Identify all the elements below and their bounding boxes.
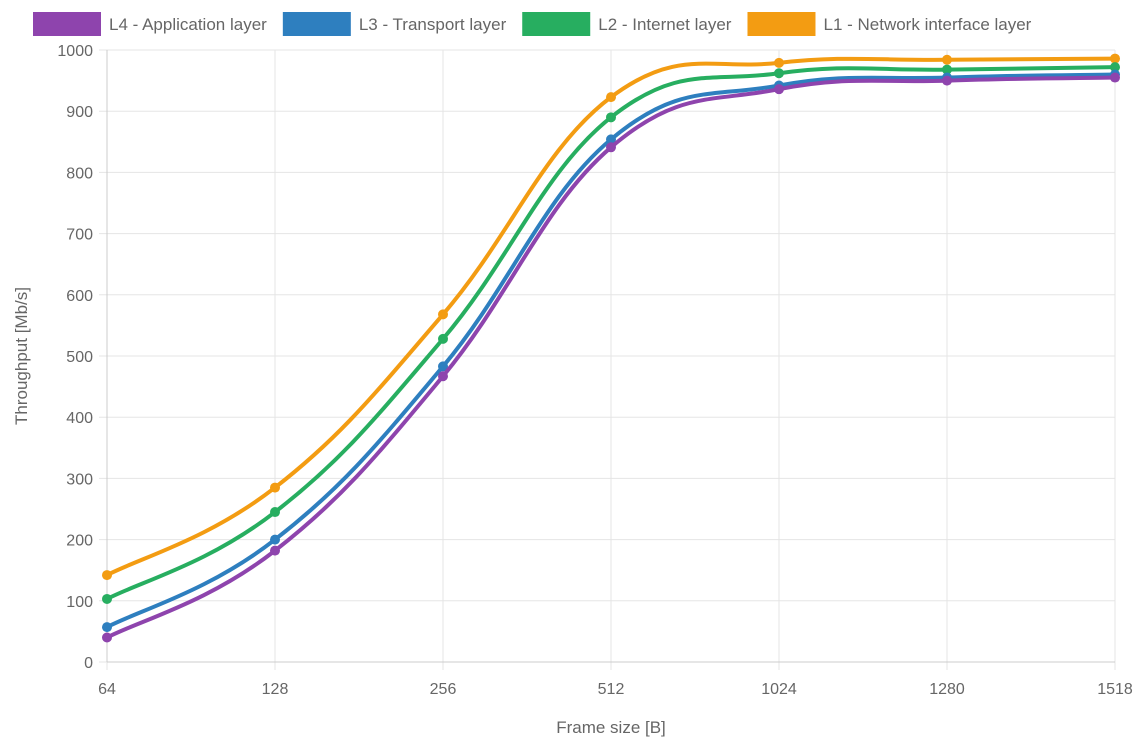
data-point[interactable] — [438, 361, 448, 372]
data-point[interactable] — [102, 632, 112, 643]
data-point[interactable] — [102, 570, 112, 581]
y-tick-label: 100 — [66, 594, 93, 611]
data-point[interactable] — [270, 534, 280, 545]
y-tick-label: 0 — [84, 655, 93, 672]
y-tick-label: 800 — [66, 165, 93, 182]
y-tick-label: 700 — [66, 227, 93, 244]
x-tick-label: 1024 — [761, 681, 797, 698]
x-tick-label: 256 — [430, 681, 457, 698]
legend-swatch — [522, 12, 591, 36]
y-tick-label: 300 — [66, 471, 93, 488]
series-4 — [102, 53, 1120, 581]
y-tick-label: 900 — [66, 104, 93, 121]
series-3 — [102, 62, 1120, 604]
legend-swatch — [33, 12, 101, 36]
data-point[interactable] — [774, 84, 784, 95]
x-tick-label: 1518 — [1097, 681, 1133, 698]
legend-label: L1 - Network interface layer — [823, 15, 1031, 34]
series-layer — [102, 53, 1120, 643]
data-point[interactable] — [102, 622, 112, 633]
x-axis-title: Frame size [B] — [556, 718, 666, 737]
legend-swatch — [282, 12, 351, 36]
legend-item[interactable]: L1 - Network interface layer — [747, 12, 1032, 36]
data-point[interactable] — [102, 593, 112, 604]
data-point[interactable] — [1110, 72, 1120, 83]
legend-item[interactable]: L2 - Internet layer — [522, 12, 732, 36]
data-point[interactable] — [606, 134, 616, 145]
data-point[interactable] — [774, 57, 784, 68]
data-point[interactable] — [942, 54, 952, 65]
legend-item[interactable]: L4 - Application layer — [33, 12, 267, 36]
data-point[interactable] — [774, 68, 784, 79]
axes: 0 100 200 300 400 500 600 700 800 900 1000 64 128 256… — [57, 43, 1132, 698]
series-1 — [102, 72, 1120, 643]
legend-label: L4 - Application layer — [109, 15, 267, 34]
y-tick-label: 1000 — [57, 43, 93, 60]
y-tick-label: 400 — [66, 410, 93, 427]
data-point[interactable] — [270, 482, 280, 493]
data-point[interactable] — [606, 142, 616, 153]
data-point[interactable] — [606, 112, 616, 123]
legend[interactable]: L4 - Application layer L3 - Transport lay… — [33, 12, 1032, 36]
y-tick-label: 500 — [66, 349, 93, 366]
data-point[interactable] — [270, 545, 280, 556]
legend-label: L2 - Internet layer — [598, 15, 732, 34]
data-point[interactable] — [438, 309, 448, 320]
x-tick-label: 1280 — [929, 681, 965, 698]
data-point[interactable] — [606, 92, 616, 103]
x-tick-label: 64 — [98, 681, 116, 698]
y-tick-label: 600 — [66, 288, 93, 305]
data-point[interactable] — [942, 75, 952, 86]
legend-item[interactable]: L3 - Transport layer — [282, 12, 507, 36]
y-tick-label: 200 — [66, 533, 93, 550]
legend-label: L3 - Transport layer — [359, 15, 507, 34]
legend-swatch — [747, 12, 816, 36]
data-point[interactable] — [942, 64, 952, 75]
data-point[interactable] — [270, 507, 280, 518]
data-point[interactable] — [1110, 62, 1120, 73]
data-point[interactable] — [1110, 53, 1120, 64]
x-tick-label: 512 — [598, 681, 625, 698]
y-axis-title: Throughput [Mb/s] — [12, 287, 31, 425]
data-point[interactable] — [438, 371, 448, 382]
data-point[interactable] — [438, 333, 448, 344]
x-tick-label: 128 — [262, 681, 289, 698]
